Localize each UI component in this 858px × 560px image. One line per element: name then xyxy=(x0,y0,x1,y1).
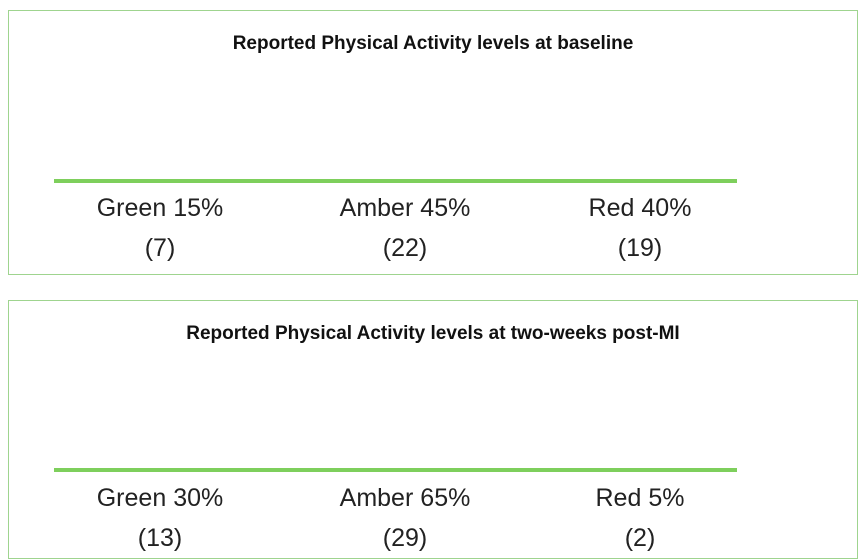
icon-row xyxy=(65,93,740,180)
icon-row xyxy=(65,382,740,469)
group-percent: 5% xyxy=(648,484,684,512)
group-count: (19) xyxy=(618,234,662,262)
group-name: Amber xyxy=(340,484,414,512)
segment xyxy=(470,93,740,180)
group-percent: 65% xyxy=(420,484,470,512)
group-name: Green xyxy=(97,194,166,222)
group-count: (2) xyxy=(625,524,656,552)
group-name: Amber xyxy=(340,194,414,222)
group-count: (7) xyxy=(145,234,176,262)
group-count: (29) xyxy=(383,524,427,552)
group-label: Amber 65% xyxy=(340,484,471,512)
chart-title: Reported Physical Activity levels at bas… xyxy=(233,33,634,54)
group-label: Red 40% xyxy=(589,194,692,222)
group-percent: 40% xyxy=(641,194,691,222)
segment xyxy=(166,93,470,180)
group-label: Amber 45% xyxy=(340,194,471,222)
group-count: (22) xyxy=(383,234,427,262)
group-label: Green 15% xyxy=(97,194,224,222)
group-label: Green 30% xyxy=(97,484,224,512)
group-name: Red xyxy=(595,484,641,512)
segment xyxy=(65,382,268,469)
group-name: Green xyxy=(97,484,166,512)
group-label: Red 5% xyxy=(595,484,684,512)
group-count: (13) xyxy=(138,524,182,552)
group-percent: 30% xyxy=(173,484,223,512)
segment xyxy=(65,93,167,180)
segment xyxy=(706,382,740,469)
group-percent: 15% xyxy=(173,194,223,222)
segment xyxy=(267,382,707,469)
chart-title: Reported Physical Activity levels at two… xyxy=(186,323,679,344)
group-percent: 45% xyxy=(420,194,470,222)
group-name: Red xyxy=(589,194,635,222)
